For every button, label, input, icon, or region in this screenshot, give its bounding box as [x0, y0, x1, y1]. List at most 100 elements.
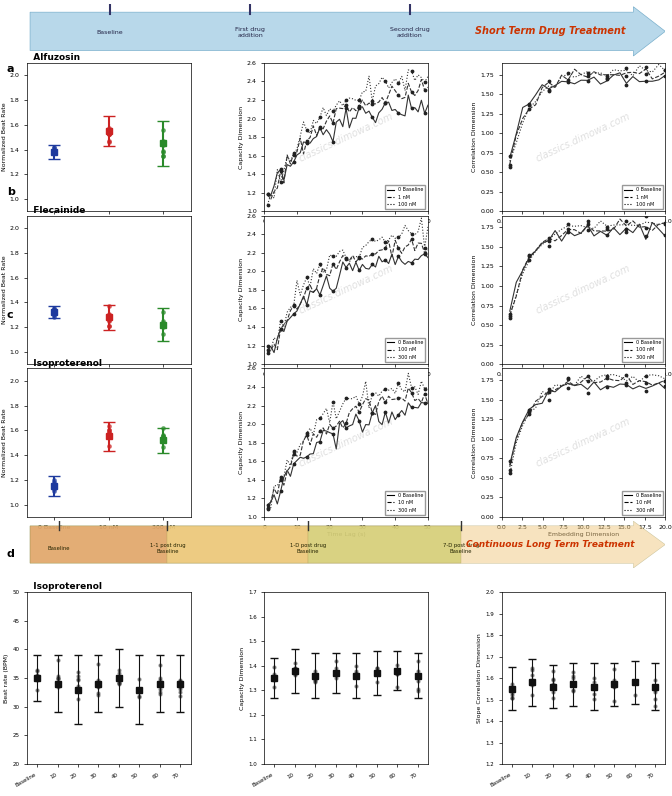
Point	[134, 685, 144, 698]
Point	[353, 397, 364, 410]
Point	[353, 101, 364, 114]
Point	[660, 217, 671, 230]
Point	[413, 655, 423, 668]
Point	[372, 662, 382, 675]
Point	[353, 100, 364, 112]
Text: classics.dimowa.com: classics.dimowa.com	[534, 416, 632, 469]
Point	[640, 210, 651, 223]
Point	[155, 672, 165, 685]
Point	[351, 667, 362, 680]
Point	[276, 163, 286, 176]
Point	[341, 261, 351, 274]
Point	[158, 430, 169, 443]
Point	[582, 214, 593, 227]
Point	[328, 105, 339, 118]
Point	[155, 659, 165, 672]
Point	[367, 388, 378, 400]
Point	[568, 672, 579, 685]
Point	[582, 74, 593, 87]
Y-axis label: Slope Correlation Dimension: Slope Correlation Dimension	[477, 633, 482, 723]
Point	[331, 665, 341, 677]
Point	[543, 232, 554, 244]
Text: Short Term Drug Treatment: Short Term Drug Treatment	[475, 26, 626, 37]
Point	[32, 673, 42, 686]
Point	[351, 668, 362, 681]
Point	[276, 165, 286, 178]
Point	[568, 665, 579, 678]
Point	[419, 382, 430, 395]
Text: Baseline: Baseline	[48, 546, 70, 551]
Point	[276, 323, 286, 336]
Point	[601, 72, 612, 84]
Text: Alfuzosin: Alfuzosin	[27, 53, 80, 62]
Legend: 0 Baseline, 10 nM, 300 nM: 0 Baseline, 10 nM, 300 nM	[385, 491, 425, 514]
Point	[158, 440, 169, 453]
Point	[588, 693, 599, 705]
Point	[103, 314, 114, 327]
Point	[640, 60, 651, 73]
Point	[505, 310, 515, 322]
Point	[380, 396, 390, 408]
Point	[351, 665, 362, 677]
Point	[650, 693, 661, 705]
Point	[505, 161, 515, 174]
Point	[288, 447, 299, 460]
Point	[413, 685, 423, 697]
Point	[341, 422, 351, 435]
Point	[507, 677, 517, 690]
Point	[524, 97, 535, 110]
Point	[103, 309, 114, 322]
Point	[331, 672, 341, 685]
Point	[103, 419, 114, 432]
Point	[505, 312, 515, 325]
Point	[582, 224, 593, 236]
Point	[562, 218, 573, 231]
Point	[660, 64, 671, 76]
Point	[660, 380, 671, 392]
Point	[49, 302, 60, 314]
Point	[158, 136, 169, 149]
Point	[331, 669, 341, 681]
Point	[380, 241, 390, 254]
Point	[543, 383, 554, 396]
Point	[290, 669, 300, 682]
Text: Flecainide: Flecainide	[27, 206, 85, 215]
Point	[158, 317, 169, 330]
Point	[660, 64, 671, 76]
Point	[505, 158, 515, 171]
Point	[419, 84, 430, 96]
Point	[367, 95, 378, 107]
Y-axis label: Capacity Dimension: Capacity Dimension	[239, 411, 244, 474]
Point	[406, 86, 417, 99]
Point	[582, 66, 593, 79]
Text: c: c	[7, 310, 13, 321]
Point	[505, 307, 515, 320]
Point	[650, 682, 661, 695]
Point	[660, 375, 671, 388]
Point	[158, 135, 169, 147]
Point	[158, 150, 169, 162]
Point	[524, 408, 535, 421]
Point	[114, 677, 124, 689]
Point	[367, 407, 378, 419]
Text: Baseline: Baseline	[97, 30, 123, 35]
Point	[269, 681, 280, 693]
Point	[640, 369, 651, 382]
Text: classics.dimowa.com: classics.dimowa.com	[297, 263, 395, 316]
Polygon shape	[30, 6, 665, 56]
Point	[609, 681, 620, 694]
Point	[103, 430, 114, 443]
Point	[114, 677, 124, 689]
Point	[93, 657, 104, 670]
Point	[507, 689, 517, 701]
Point	[158, 315, 169, 328]
Legend: 0 Baseline, 10 nM, 300 nM: 0 Baseline, 10 nM, 300 nM	[622, 491, 663, 514]
Point	[158, 432, 169, 445]
Point	[380, 236, 390, 248]
Point	[288, 458, 299, 470]
Point	[505, 455, 515, 467]
Point	[640, 384, 651, 397]
Point	[49, 483, 60, 496]
Point	[650, 683, 661, 696]
Point	[527, 669, 538, 681]
